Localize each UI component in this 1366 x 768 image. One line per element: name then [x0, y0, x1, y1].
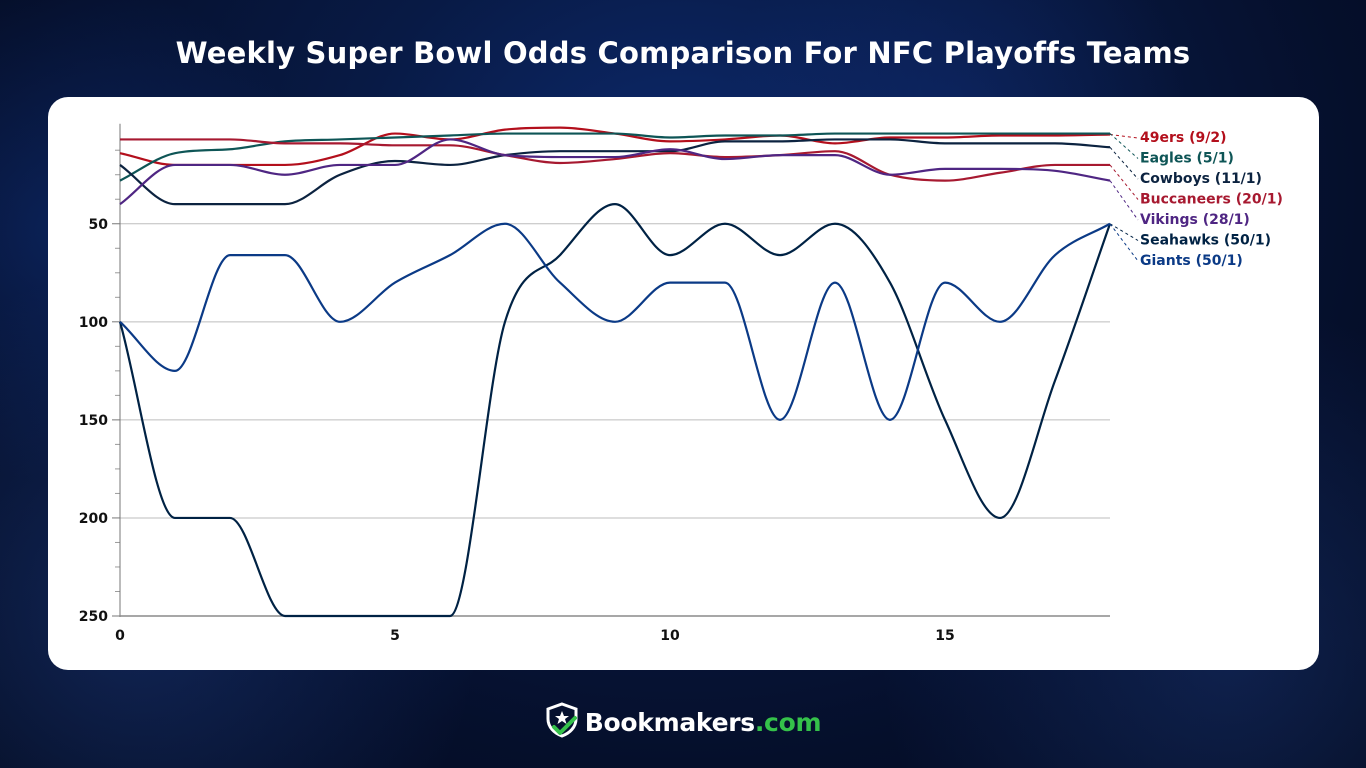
series-line-buccaneers: [119, 138, 1110, 182]
x-tick-label: 0: [115, 628, 125, 644]
legend: 49ers (9/2) Eagles (5/1) Cowboys (11/1) Buc…: [1109, 130, 1283, 269]
series-line-eagles: [119, 132, 1110, 182]
legend-label-49ers: 49ers (9/2): [1140, 130, 1226, 146]
legend-leader-giants: [1109, 223, 1139, 262]
page-title: Weekly Super Bowl Odds Comparison For NF…: [175, 36, 1191, 70]
legend-leader-cowboys: [1109, 146, 1139, 180]
legend-label-seahawks: Seahawks (50/1): [1140, 233, 1271, 249]
legend-leader-seahawks: [1109, 223, 1139, 241]
brand-name: Bookmakers.com: [584, 707, 822, 737]
series-line-cowboys: [119, 138, 1111, 206]
y-tick-label: 200: [79, 511, 108, 527]
series-line-vikings: [119, 138, 1111, 206]
legend-label-vikings: Vikings (28/1): [1140, 212, 1250, 228]
x-tick-label: 10: [660, 628, 680, 644]
y-tick-label: 50: [89, 217, 109, 233]
y-tick-label: 100: [79, 315, 108, 331]
legend-label-buccaneers: Buccaneers (20/1): [1140, 192, 1283, 208]
grid-lines: [120, 223, 1110, 617]
shield-star-check-icon: [545, 702, 579, 742]
series-line-seahawks: [118, 203, 1112, 618]
y-tick-label: 150: [79, 413, 108, 429]
y-tick-label: 250: [79, 609, 108, 625]
brand-tld: .com: [754, 707, 822, 737]
legend-leader-vikings: [1109, 180, 1139, 221]
odds-line-chart: 50 100 150 200 250 0 5 10 15 49ers (9/2) Eagles (…: [79, 123, 1283, 644]
series-line-giants: [119, 222, 1111, 421]
chart-card: 50 100 150 200 250 0 5 10 15 49ers (9/2) Eagles (…: [48, 97, 1319, 670]
x-tick-label: 5: [390, 628, 400, 644]
series-lines: [118, 126, 1112, 618]
legend-label-cowboys: Cowboys (11/1): [1140, 171, 1262, 187]
legend-leader-49ers: [1109, 134, 1139, 139]
axes: 50 100 150 200 250 0 5 10 15: [79, 123, 1110, 644]
brand-logo[interactable]: Bookmakers.com: [0, 702, 1366, 742]
legend-leader-eagles: [1109, 133, 1139, 159]
brand-name-text: Bookmakers: [584, 707, 755, 737]
x-tick-label: 15: [935, 628, 954, 644]
legend-label-eagles: Eagles (5/1): [1140, 151, 1234, 167]
legend-label-giants: Giants (50/1): [1140, 253, 1243, 269]
legend-leader-buccaneers: [1109, 164, 1139, 200]
